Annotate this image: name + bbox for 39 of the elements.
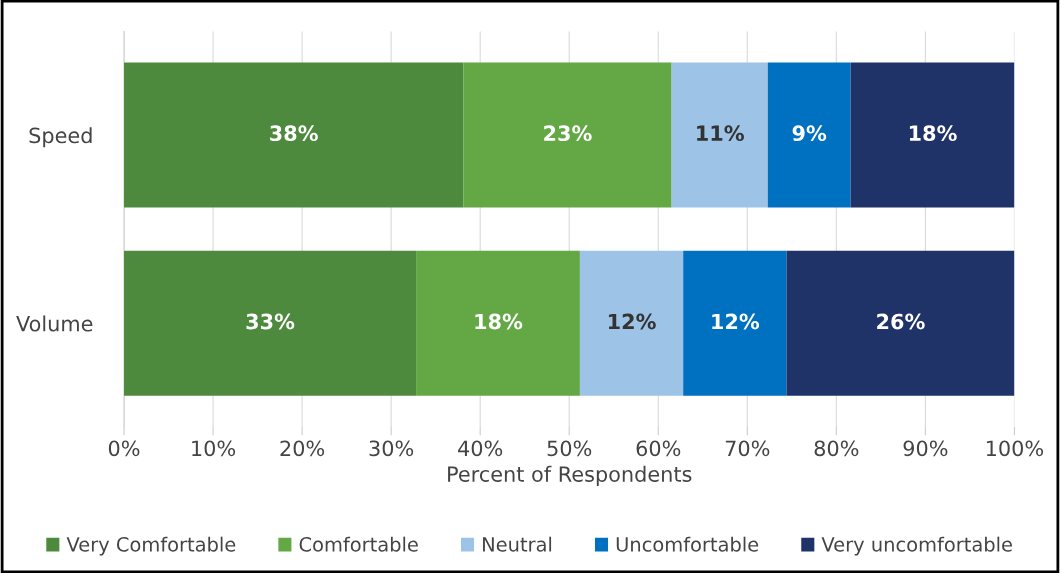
data-label: 11% [697, 125, 744, 142]
bar [850, 62, 1015, 208]
x-tick-label: 40% [458, 440, 503, 457]
x-tick-label: 30% [369, 440, 414, 457]
x-tick-label: 50% [547, 440, 592, 457]
bar [124, 62, 464, 208]
x-tick-label: 10% [192, 440, 236, 457]
data-label: 9% [792, 125, 827, 142]
data-label: 23% [544, 125, 592, 142]
x-tick-label: 100% [986, 440, 1044, 457]
data-label: 18% [475, 313, 523, 330]
x-tick-label: 70% [725, 440, 770, 457]
bar [786, 250, 1015, 396]
legend-label: Comfortable [299, 536, 418, 552]
x-axis-title: Percent of Respondents [448, 465, 692, 486]
bar [767, 62, 851, 208]
x-tick-label: 20% [280, 440, 325, 457]
data-label: 12% [608, 313, 656, 330]
legend-label: Neutral [483, 536, 552, 552]
y-tick-label: Speed [29, 127, 92, 148]
legend-label: Very Comfortable [66, 536, 236, 556]
bar [683, 250, 787, 396]
data-label: 18% [909, 125, 957, 142]
data-label: 12% [712, 313, 760, 330]
x-tick-label: 90% [903, 440, 948, 457]
bar [124, 250, 417, 396]
x-tick-label: 80% [814, 440, 859, 457]
data-label: 38% [270, 125, 318, 142]
x-tick-label: 60% [636, 440, 681, 457]
bar [671, 62, 768, 208]
x-tick-label: 0% [108, 440, 140, 457]
legend-label: Very uncomfortable [821, 536, 1012, 556]
bar [416, 250, 580, 396]
bar [579, 250, 684, 396]
bar [463, 62, 672, 208]
data-label: 26% [877, 313, 925, 330]
data-label: 33% [246, 313, 295, 330]
legend-label: Uncomfortable [616, 536, 759, 552]
y-tick-label: Volume [16, 315, 93, 332]
